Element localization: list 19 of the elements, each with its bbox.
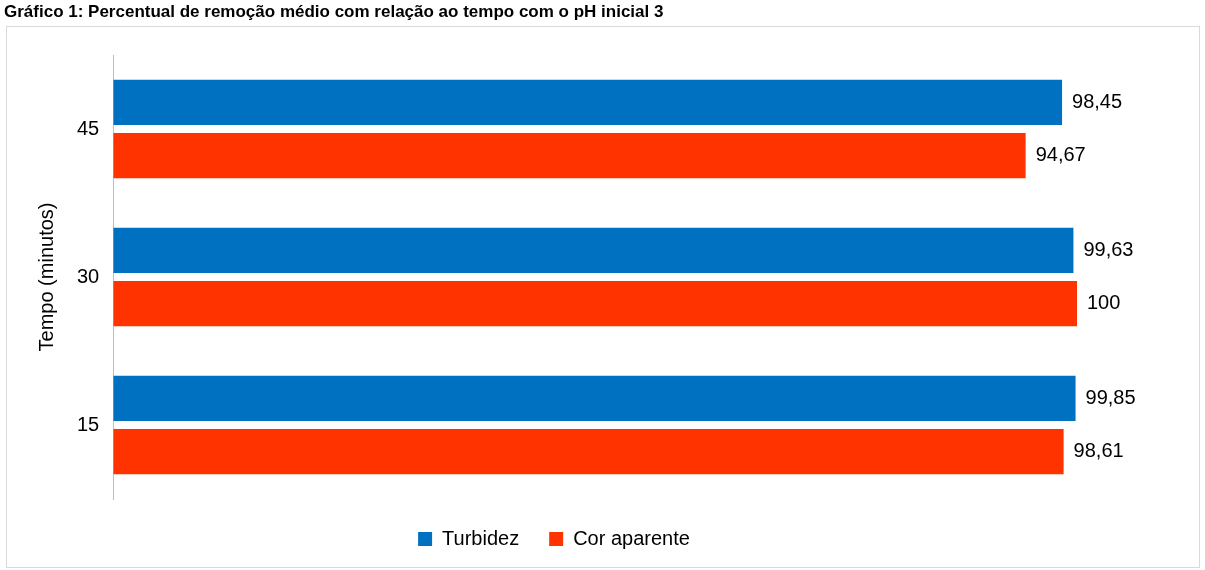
y-axis-title: Tempo (minutos) [34, 202, 57, 352]
y-tick-label: 30 [77, 264, 100, 287]
y-tick-label: 15 [77, 412, 100, 435]
legend-label: Turbidez [442, 526, 520, 549]
y-tick-label: 45 [77, 116, 100, 139]
bar [113, 429, 1064, 475]
data-label: 99,63 [1083, 237, 1134, 260]
data-label: 100 [1087, 291, 1121, 314]
data-label: 98,45 [1072, 89, 1123, 112]
bar [113, 133, 1026, 179]
legend-label: Cor aparente [573, 526, 690, 549]
bar [113, 281, 1077, 327]
data-label: 99,85 [1085, 385, 1136, 408]
bar [113, 375, 1076, 421]
data-label: 94,67 [1035, 143, 1086, 166]
chart-title: Gráfico 1: Percentual de remoção médio com relação ao tempo com o pH inicial 3 [3, 1, 665, 23]
data-label: 98,61 [1073, 439, 1124, 462]
bar [113, 79, 1063, 125]
bar [113, 227, 1074, 273]
